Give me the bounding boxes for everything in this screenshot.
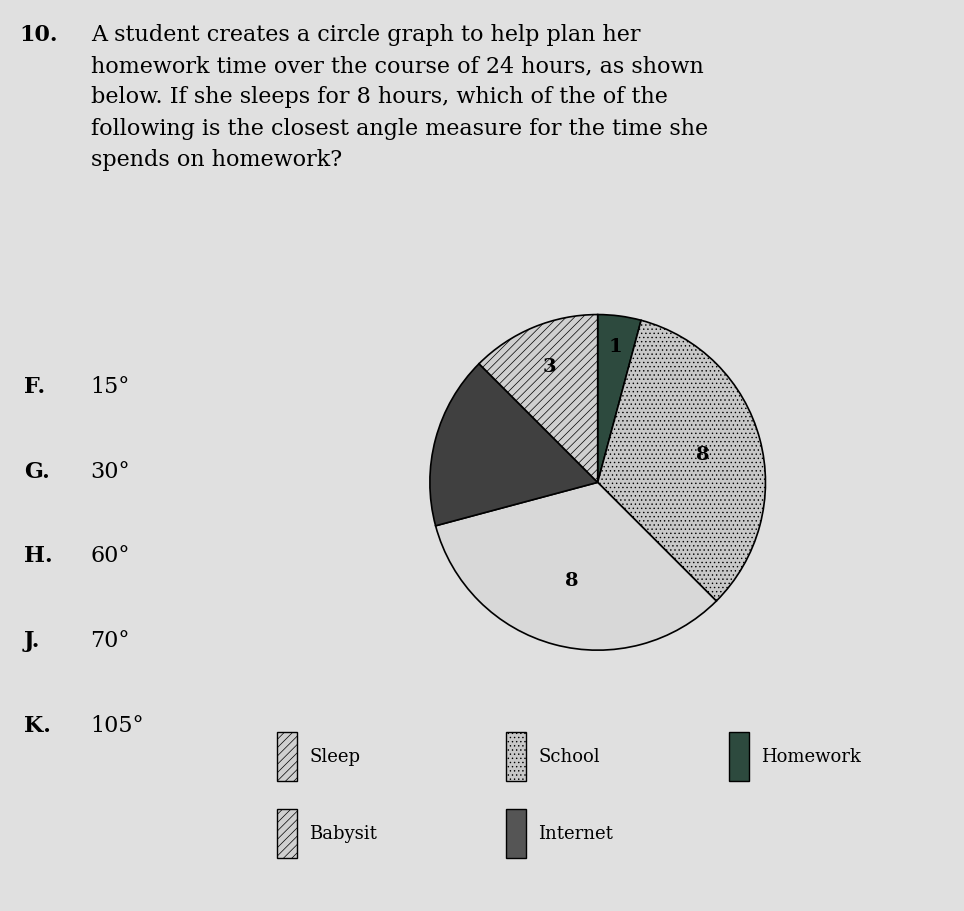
Text: 8: 8	[565, 571, 578, 589]
Text: Sleep: Sleep	[309, 748, 361, 765]
Bar	[506, 809, 526, 858]
Bar	[277, 809, 297, 858]
Text: Internet: Internet	[539, 824, 613, 843]
Text: School: School	[539, 748, 601, 765]
Wedge shape	[598, 321, 765, 601]
Text: K.: K.	[24, 714, 51, 736]
Text: A student creates a circle graph to help plan her
homework time over the course : A student creates a circle graph to help…	[91, 24, 708, 171]
Wedge shape	[479, 315, 598, 483]
Text: 1: 1	[608, 338, 623, 355]
Text: 30°: 30°	[91, 460, 130, 482]
Text: 70°: 70°	[91, 630, 130, 651]
Text: 3: 3	[543, 358, 556, 375]
Wedge shape	[436, 483, 716, 650]
Bar	[277, 732, 297, 781]
Bar	[729, 732, 749, 781]
Text: Babysit: Babysit	[309, 824, 377, 843]
Text: 60°: 60°	[91, 545, 130, 567]
Text: 10.: 10.	[19, 24, 58, 46]
Text: F.: F.	[24, 375, 45, 397]
Text: 15°: 15°	[91, 375, 130, 397]
Text: H.: H.	[24, 545, 53, 567]
Text: J.: J.	[24, 630, 40, 651]
Wedge shape	[598, 315, 641, 483]
Bar	[506, 732, 526, 781]
Text: 105°: 105°	[91, 714, 145, 736]
Text: Homework: Homework	[762, 748, 861, 765]
Text: 8: 8	[696, 445, 710, 464]
Text: G.: G.	[24, 460, 50, 482]
Wedge shape	[430, 364, 598, 527]
